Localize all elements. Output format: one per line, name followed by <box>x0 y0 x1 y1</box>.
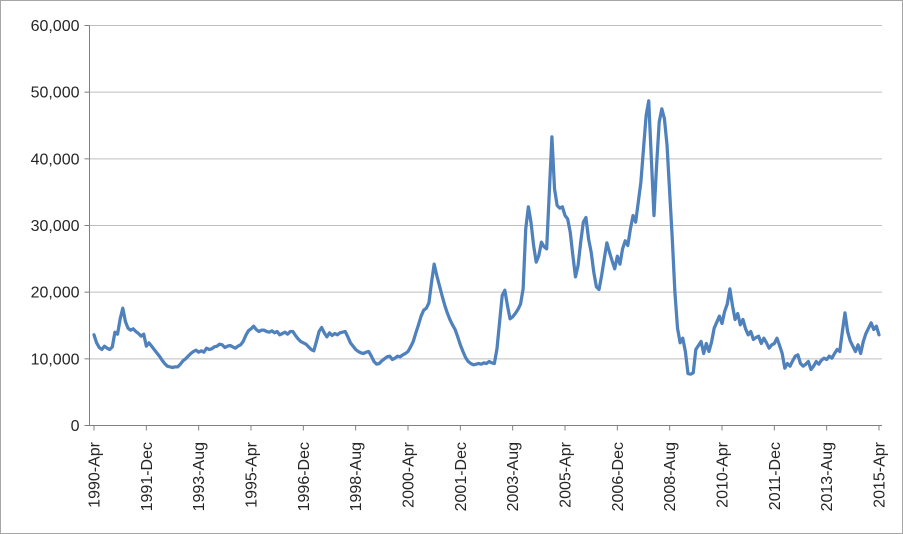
data-series-line <box>92 99 881 376</box>
y-axis-label: 0 <box>71 418 80 435</box>
x-axis-label: 2001-Dec <box>453 442 470 511</box>
x-axis-label: 2015-Apr <box>872 441 889 507</box>
x-axis-label: 1990-Apr <box>87 441 104 507</box>
y-axis-label: 60,000 <box>31 18 80 35</box>
x-axis-label: 2005-Apr <box>558 441 575 507</box>
x-axis-label: 2008-Aug <box>662 442 679 511</box>
y-axis-label: 10,000 <box>31 351 80 368</box>
y-axis-label: 40,000 <box>31 151 80 168</box>
x-axis-label: 1995-Apr <box>244 441 261 507</box>
y-axis-label: 50,000 <box>31 85 80 102</box>
x-axis-label: 2006-Dec <box>610 442 627 511</box>
x-axis-label: 2013-Aug <box>819 442 836 511</box>
x-axis-label: 2003-Aug <box>505 442 522 511</box>
y-axis-label: 30,000 <box>31 218 80 235</box>
x-axis-label: 1998-Aug <box>348 442 365 511</box>
x-axis-label: 1993-Aug <box>191 442 208 511</box>
x-axis-label: 1991-Dec <box>139 442 156 511</box>
y-axis-label: 20,000 <box>31 285 80 302</box>
x-axis-label: 1996-Dec <box>296 442 313 511</box>
x-axis-label: 2011-Dec <box>767 442 784 510</box>
x-axis-label: 2010-Apr <box>715 441 732 507</box>
x-axis-label: 2000-Apr <box>401 441 418 507</box>
